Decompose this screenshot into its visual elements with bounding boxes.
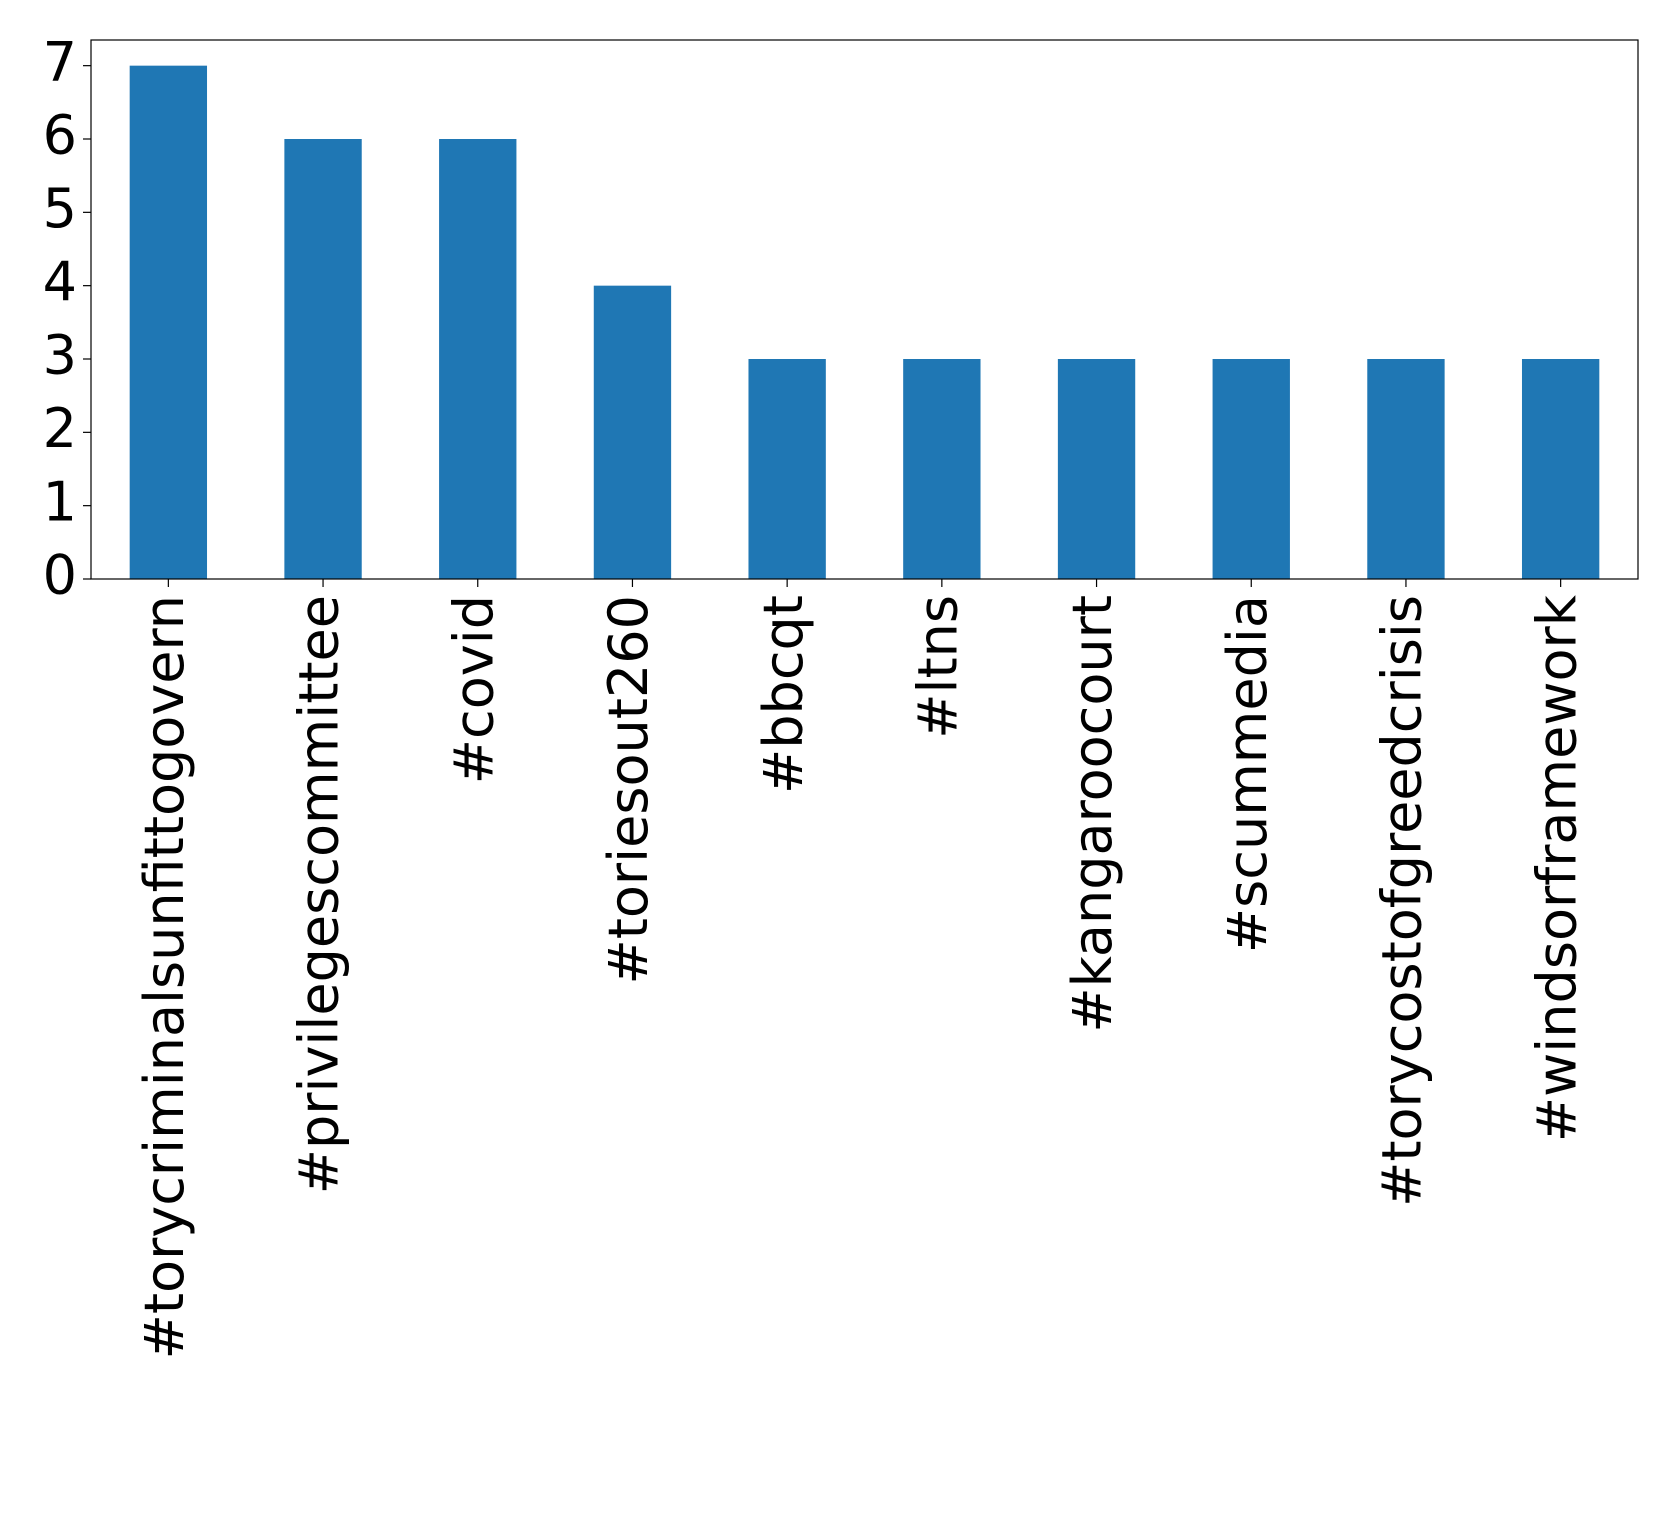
bar — [284, 139, 362, 579]
bar — [903, 359, 981, 579]
x-tick-label: #privilegescommittee — [288, 595, 351, 1194]
y-tick-label: 5 — [43, 177, 77, 240]
bar — [1367, 359, 1445, 579]
bar — [439, 139, 517, 579]
bar — [1521, 359, 1600, 579]
bar — [1212, 359, 1290, 579]
y-tick-label: 7 — [43, 30, 77, 93]
y-tick-label: 6 — [43, 104, 77, 167]
x-tick-label: #covid — [442, 595, 505, 784]
x-tick-label: #toriesout260 — [597, 595, 660, 985]
x-tick-label: #bbcqt — [752, 595, 815, 794]
bar — [593, 285, 672, 579]
x-tick-label: #kangaroocourt — [1061, 595, 1124, 1033]
x-tick-label: #ltns — [906, 595, 969, 739]
x-tick-label: #scummedia — [1216, 595, 1279, 953]
x-tick-label: #torycriminalsunfittogovern — [133, 595, 196, 1359]
x-tick-label: #windsorframework — [1525, 594, 1588, 1142]
y-tick-label: 0 — [43, 544, 77, 607]
bar — [1057, 359, 1136, 579]
y-tick-label: 4 — [43, 250, 77, 313]
bar — [129, 65, 208, 579]
plot-frame — [90, 39, 1639, 580]
y-tick-label: 1 — [43, 470, 77, 533]
y-tick-label: 3 — [43, 324, 77, 387]
x-tick-label: #torycostofgreedcrisis — [1371, 595, 1434, 1207]
bar — [748, 359, 826, 579]
y-tick-label: 2 — [43, 397, 77, 460]
